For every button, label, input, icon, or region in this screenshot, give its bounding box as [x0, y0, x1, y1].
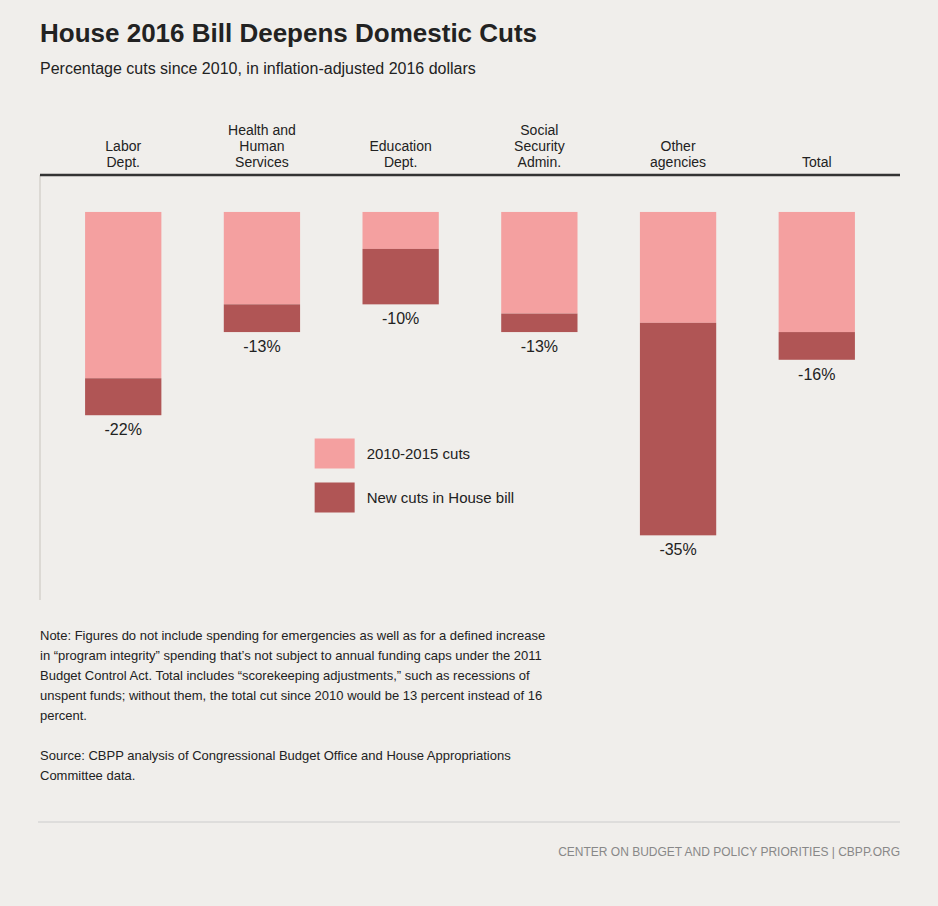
text-line: Social	[520, 122, 558, 138]
bar-segment	[224, 212, 300, 304]
source: Source: CBPP analysis of Congressional B…	[40, 748, 511, 783]
title: House 2016 Bill Deepens Domestic Cuts	[40, 18, 537, 48]
legend-swatch	[315, 439, 355, 469]
category-label: LaborDept.	[105, 138, 141, 170]
legend: 2010-2015 cuts New cuts in House bill	[315, 439, 515, 513]
text-line: Total	[802, 154, 832, 170]
text-line: Labor	[105, 138, 141, 154]
text-line: unspent funds; without them, the total c…	[40, 688, 542, 703]
legend-entry: 2010-2015 cuts	[367, 445, 470, 462]
axis-line	[40, 175, 41, 600]
category-label: SocialSecurityAdmin.	[514, 122, 565, 170]
text-line: in “program integrity” spending that’s n…	[40, 648, 542, 663]
category-label: Otheragencies	[650, 138, 706, 170]
total-label: -13%	[243, 338, 280, 355]
category-label: EducationDept.	[370, 138, 432, 170]
text-line: Education	[370, 138, 432, 154]
bar-segment	[363, 212, 439, 249]
total-label: -16%	[798, 366, 835, 383]
chart-svg: House 2016 Bill Deepens Domestic Cuts Per…	[0, 0, 938, 906]
total-label: -35%	[659, 541, 696, 558]
baseline	[40, 174, 900, 177]
text-line: Health and	[228, 122, 296, 138]
text-line: Services	[235, 154, 289, 170]
bar-segment	[85, 212, 161, 378]
text-line: Committee data.	[40, 768, 135, 783]
text-line: Dept.	[384, 154, 417, 170]
text-line: Note: Figures do not include spending fo…	[40, 628, 545, 643]
footer-separator	[38, 822, 900, 823]
bar-segment	[363, 249, 439, 304]
bar-segment	[85, 378, 161, 415]
bar-segment	[779, 212, 855, 332]
category-label: Health andHumanServices	[228, 122, 296, 170]
bar-segment	[501, 314, 577, 332]
total-label: -13%	[521, 338, 558, 355]
text-line: percent.	[40, 708, 87, 723]
note: Note: Figures do not include spending fo…	[40, 628, 545, 723]
category-label: Total	[802, 154, 832, 170]
text-line: agencies	[650, 154, 706, 170]
bar-segment	[640, 212, 716, 323]
bar-segment	[224, 304, 300, 332]
bar-segment	[640, 323, 716, 535]
text-line: Admin.	[518, 154, 562, 170]
text-line: Other	[661, 138, 696, 154]
total-label: -10%	[382, 310, 419, 327]
text-line: Dept.	[106, 154, 139, 170]
total-label: -22%	[105, 421, 142, 438]
legend-entry: New cuts in House bill	[367, 489, 515, 506]
bar-segment	[501, 212, 577, 314]
subtitle: Percentage cuts since 2010, in inflation…	[40, 60, 476, 77]
chart-container: House 2016 Bill Deepens Domestic Cuts Per…	[0, 0, 938, 906]
text-line: Source: CBPP analysis of Congressional B…	[40, 748, 511, 763]
bars	[85, 212, 855, 535]
text-line: Security	[514, 138, 565, 154]
background	[0, 0, 938, 906]
text-line: Budget Control Act. Total includes “scor…	[40, 668, 530, 683]
text-line: Human	[239, 138, 284, 154]
footer: CENTER ON BUDGET AND POLICY PRIORITIES |…	[558, 845, 900, 859]
legend-swatch	[315, 483, 355, 513]
bar-segment	[779, 332, 855, 360]
